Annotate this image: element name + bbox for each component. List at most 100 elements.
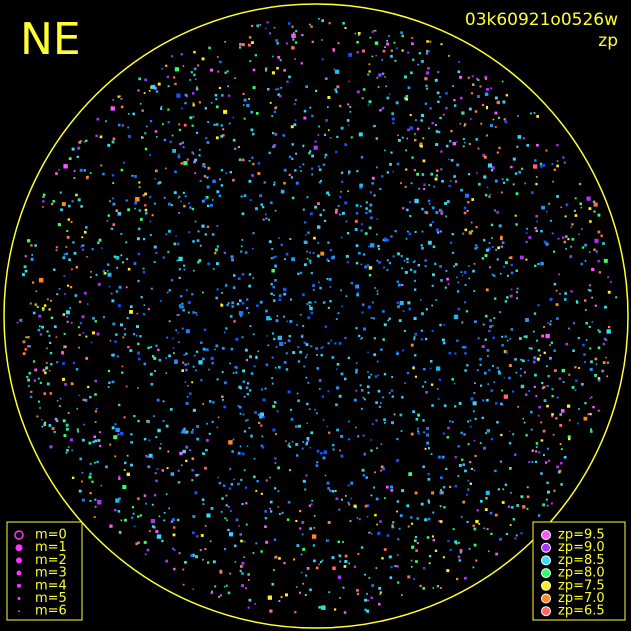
star [410,182,413,185]
star [384,497,386,499]
star [549,297,553,301]
star [147,346,150,349]
star [227,302,230,304]
star [462,232,465,235]
star [535,229,538,233]
star [472,269,475,273]
star [119,95,121,97]
star [313,559,316,563]
star [484,75,488,79]
star [62,419,66,423]
star [223,548,227,551]
star [366,504,370,507]
star [563,298,567,301]
star [269,476,271,479]
star [268,218,270,221]
star [602,242,605,245]
star [581,383,584,386]
star [159,299,162,302]
star [182,583,185,586]
star [238,405,242,409]
star [440,489,442,491]
star [538,405,541,409]
star [429,203,431,205]
star [339,560,342,563]
zp-label: zp=8.5 [558,553,605,568]
star [271,356,274,359]
star [366,609,370,613]
star [466,210,469,212]
star [472,524,475,527]
star [160,443,162,445]
star [370,449,373,452]
star [452,85,454,87]
star [371,182,374,185]
star [388,317,391,320]
star [204,107,207,110]
star [178,195,181,198]
star [376,447,378,449]
star [58,223,61,227]
star [322,456,326,460]
star [386,171,389,174]
star [344,377,347,381]
star [162,400,165,403]
star [438,520,441,523]
star [416,517,419,520]
star [264,516,268,520]
star [242,92,245,95]
star [166,467,169,469]
star [439,505,442,507]
star [459,122,462,125]
star [406,137,409,140]
star [470,118,472,120]
star [208,368,210,371]
star [132,512,135,515]
star [115,498,120,503]
star [423,187,426,190]
star [503,265,505,268]
star [81,471,84,474]
star [89,499,92,502]
star [498,116,501,119]
star [161,539,164,543]
star [234,77,236,79]
star [396,510,398,513]
star [195,474,198,477]
legends: m=0m=1m=2m=3m=4m=5m=6zp=9.5zp=9.0zp=8.5z… [14,528,605,619]
star [445,269,448,272]
star [451,233,454,236]
star [55,246,58,249]
star [110,106,115,111]
star [363,327,366,331]
star [586,196,591,201]
star [470,397,474,401]
star [294,611,297,614]
star [137,252,141,256]
star [36,415,39,418]
star [486,87,489,91]
star [467,479,469,482]
star [357,435,360,438]
star [526,486,529,489]
star [314,408,316,411]
star [221,292,223,294]
star [417,430,419,433]
star [173,352,175,354]
star [396,438,399,441]
star [463,206,467,210]
star [179,451,183,456]
star [362,396,365,399]
star [22,273,25,277]
star [190,554,193,557]
star [555,417,558,420]
star [187,301,191,304]
star [585,339,588,341]
zp-label: zp=6.5 [558,604,605,619]
star [174,359,179,364]
star [207,561,210,564]
star [331,356,335,359]
star [239,569,242,572]
star [240,539,243,543]
star [525,258,528,261]
